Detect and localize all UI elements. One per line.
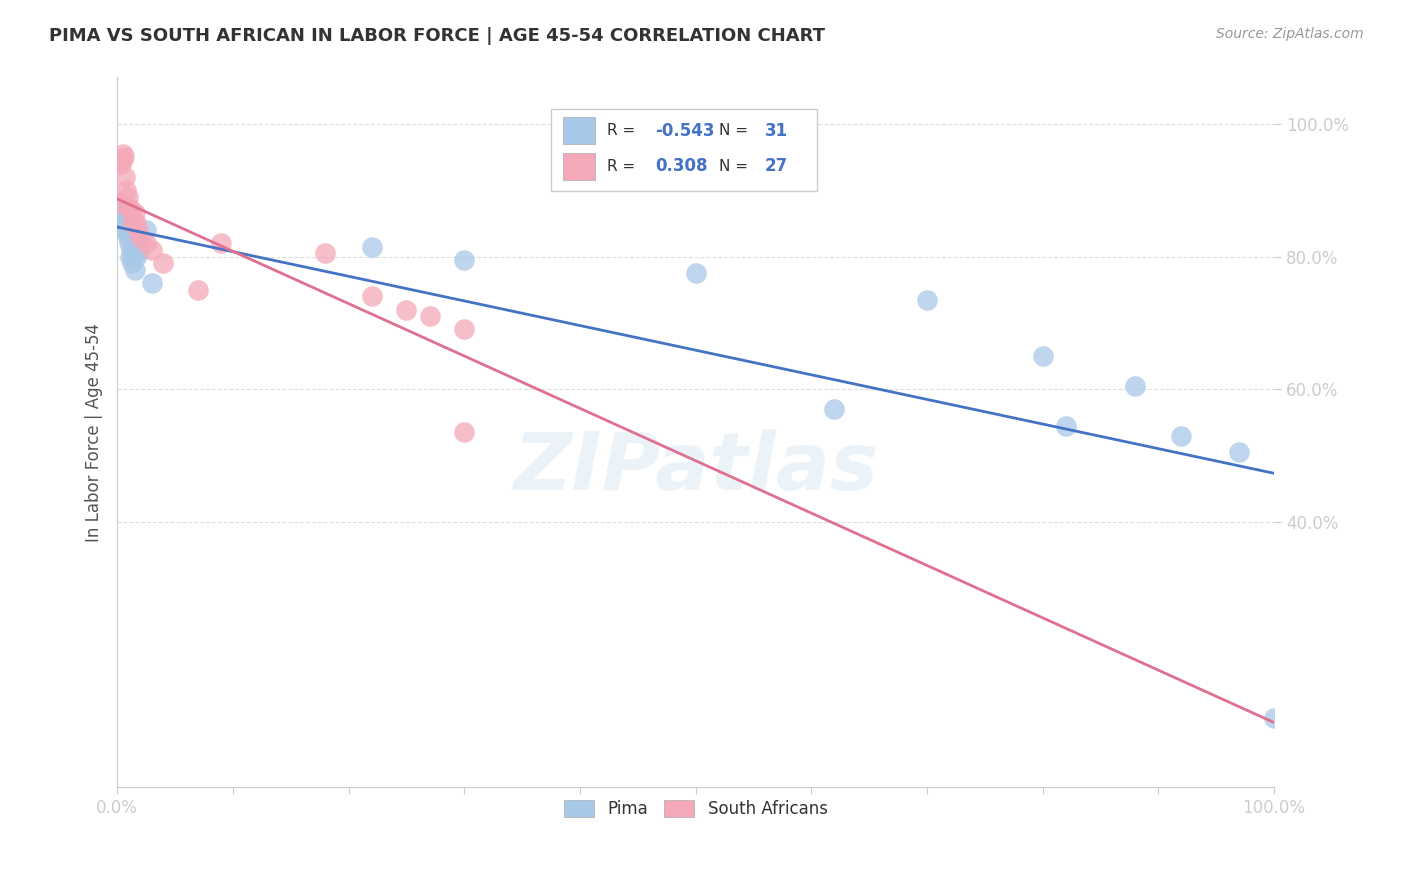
Point (141, 276, 163, 290)
Point (360, 289, 382, 303)
Point (127, 239, 149, 253)
Point (395, 302, 418, 317)
Point (129, 243, 152, 257)
Point (685, 266, 707, 280)
Point (915, 293, 938, 307)
Point (117, 229, 139, 244)
Point (135, 223, 157, 237)
Point (360, 239, 382, 253)
Point (118, 236, 141, 251)
Point (314, 246, 336, 260)
Point (120, 243, 142, 257)
Text: 31: 31 (765, 121, 789, 140)
Point (112, 223, 135, 237)
Point (115, 183, 138, 197)
Point (111, 146, 134, 161)
Point (114, 200, 136, 214)
Point (121, 256, 143, 270)
Point (121, 216, 143, 230)
Point (111, 216, 134, 230)
FancyBboxPatch shape (551, 110, 817, 191)
Point (108, 196, 131, 211)
Point (1227, 445, 1250, 459)
Point (187, 283, 209, 297)
Bar (562, 117, 595, 145)
Point (114, 213, 136, 227)
Text: 27: 27 (765, 157, 789, 175)
Point (125, 216, 148, 230)
Text: Source: ZipAtlas.com: Source: ZipAtlas.com (1216, 27, 1364, 41)
Point (110, 156, 132, 170)
Point (111, 153, 134, 168)
Point (823, 402, 845, 417)
Text: N =: N = (718, 159, 752, 174)
Text: -0.543: -0.543 (655, 121, 714, 140)
Point (110, 196, 132, 211)
Point (108, 203, 131, 218)
Point (118, 250, 141, 264)
Point (124, 262, 146, 277)
Point (1263, 710, 1285, 724)
Point (114, 169, 136, 184)
Point (111, 206, 134, 220)
Point (118, 203, 141, 218)
Point (125, 250, 148, 264)
Point (120, 203, 142, 218)
Point (117, 190, 139, 204)
Point (141, 243, 163, 257)
Point (118, 200, 141, 214)
Point (453, 252, 475, 267)
Text: 0.308: 0.308 (655, 157, 707, 175)
Bar (562, 153, 595, 179)
Point (152, 256, 174, 270)
Y-axis label: In Labor Force | Age 45-54: In Labor Force | Age 45-54 (86, 323, 103, 541)
Point (112, 150, 135, 164)
Point (111, 219, 134, 234)
Point (127, 223, 149, 237)
Legend: Pima, South Africans: Pima, South Africans (557, 794, 834, 825)
Point (1032, 349, 1054, 363)
Text: ZIPatlas: ZIPatlas (513, 429, 879, 507)
Point (1170, 428, 1192, 442)
Point (1123, 379, 1146, 393)
Point (418, 310, 440, 324)
Text: R =: R = (606, 159, 640, 174)
Point (209, 236, 232, 251)
Point (1054, 418, 1077, 433)
Text: N =: N = (718, 123, 752, 138)
Point (124, 206, 146, 220)
Text: R =: R = (606, 123, 640, 138)
Point (135, 236, 157, 251)
Point (453, 425, 475, 440)
Point (453, 322, 475, 336)
Point (115, 210, 138, 224)
Text: PIMA VS SOUTH AFRICAN IN LABOR FORCE | AGE 45-54 CORRELATION CHART: PIMA VS SOUTH AFRICAN IN LABOR FORCE | A… (49, 27, 825, 45)
Point (129, 229, 152, 244)
